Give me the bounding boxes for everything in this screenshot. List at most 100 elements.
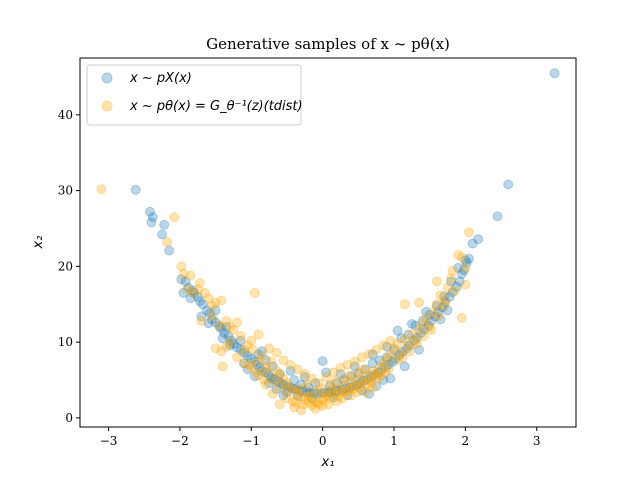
- data-point-series0-77: [409, 335, 419, 346]
- data-point-series1-46: [331, 384, 342, 395]
- data-point-series1-48: [339, 381, 350, 392]
- data-point-series0-164: [257, 346, 267, 357]
- data-point-series1-12: [214, 320, 225, 331]
- data-point-series1-137: [196, 315, 207, 326]
- data-point-series0-135: [292, 390, 303, 401]
- data-point-series0-122: [410, 320, 421, 331]
- data-point-series0-13: [194, 296, 205, 307]
- data-point-series0-149: [335, 369, 346, 379]
- data-point-series0-36: [266, 372, 277, 383]
- data-point-series1-53: [356, 378, 367, 389]
- x-tick-label: −2: [171, 434, 189, 448]
- data-point-series1-39: [306, 400, 317, 411]
- data-point-series0-119: [389, 344, 399, 355]
- data-point-series1-5: [182, 284, 193, 295]
- data-point-series0-29: [246, 353, 257, 364]
- data-point-series1-73: [428, 306, 439, 317]
- data-point-series0-42: [285, 382, 296, 393]
- data-point-series0-112: [339, 375, 350, 385]
- data-point-series0-9: [183, 282, 194, 293]
- data-point-series1-100: [346, 390, 357, 401]
- data-point-series0-98: [503, 179, 514, 190]
- data-point-series1-86: [431, 276, 442, 287]
- data-point-series0-81: [423, 320, 434, 331]
- data-point-series1-54: [360, 370, 371, 381]
- data-point-series1-8: [203, 293, 214, 304]
- data-point-series1-17: [235, 331, 246, 342]
- data-point-series0-1: [144, 206, 155, 217]
- data-point-series1-169: [311, 397, 322, 408]
- data-point-series0-93: [461, 257, 472, 268]
- data-point-series1-71: [421, 312, 432, 323]
- data-point-series0-153: [278, 390, 289, 401]
- data-point-series1-28: [266, 356, 277, 367]
- data-point-series1-101: [353, 367, 364, 378]
- data-point-series1-19: [221, 341, 232, 352]
- data-point-series1-121: [349, 356, 360, 367]
- legend: x ~ pX(x) x ~ pθ(x) = G_θ⁻¹(z)(tdist): [86, 64, 303, 126]
- data-point-series1-167: [297, 399, 308, 410]
- data-point-series1-106: [253, 370, 264, 381]
- data-point-series0-41: [282, 381, 292, 392]
- data-point-series1-70: [417, 319, 428, 329]
- data-point-series0-53: [323, 387, 334, 398]
- data-point-series1-125: [378, 340, 389, 351]
- data-point-series1-143: [323, 399, 334, 410]
- data-point-series1-0: [96, 184, 107, 195]
- data-point-series0-101: [253, 349, 264, 360]
- data-point-series1-110: [271, 347, 282, 358]
- data-point-series0-158: [446, 276, 457, 287]
- data-point-series0-166: [367, 349, 378, 360]
- data-point-series0-161: [210, 305, 221, 316]
- data-point-series1-91: [282, 393, 292, 404]
- data-point-series0-19: [214, 321, 225, 332]
- data-point-series0-45: [294, 385, 305, 396]
- data-point-series1-2: [162, 237, 173, 248]
- data-point-series1-56: [367, 365, 378, 376]
- data-point-series1-34: [289, 385, 300, 396]
- data-point-series0-108: [317, 356, 328, 367]
- data-point-series1-147: [351, 387, 362, 398]
- data-point-series1-149: [366, 378, 377, 389]
- legend-label-observed: x ~ pX(x): [129, 71, 192, 86]
- data-point-series1-92: [289, 402, 300, 413]
- data-point-series1-40: [310, 403, 321, 414]
- data-point-series1-77: [442, 282, 453, 293]
- data-point-series0-130: [203, 318, 214, 329]
- data-point-series1-18: [242, 340, 253, 351]
- data-point-series1-93: [296, 405, 307, 416]
- data-point-series0-21: [219, 328, 230, 338]
- data-point-series0-127: [442, 305, 453, 316]
- data-point-series0-105: [296, 379, 307, 390]
- data-point-series1-90: [274, 399, 285, 410]
- data-point-series1-44: [324, 393, 335, 404]
- data-point-series1-20: [216, 346, 227, 357]
- data-point-series0-64: [361, 374, 372, 385]
- x-tick-label: 2: [462, 434, 470, 448]
- data-point-series1-67: [406, 329, 417, 340]
- data-point-series1-7: [194, 278, 205, 288]
- data-point-series0-113: [346, 371, 357, 382]
- data-point-series1-162: [419, 331, 429, 342]
- data-point-series0-65: [366, 372, 377, 382]
- data-point-series0-111: [331, 378, 342, 389]
- data-point-series1-66: [403, 340, 414, 351]
- data-point-series0-73: [394, 350, 405, 360]
- data-point-series0-76: [404, 340, 415, 351]
- data-point-series1-26: [257, 350, 267, 361]
- data-point-series0-32: [254, 362, 265, 373]
- data-point-series1-31: [278, 373, 289, 384]
- data-point-series0-59: [344, 382, 355, 393]
- data-point-series1-173: [340, 387, 351, 398]
- data-point-series1-118: [328, 367, 339, 378]
- data-point-series0-116: [367, 358, 378, 369]
- data-point-series0-109: [321, 367, 332, 378]
- data-point-series0-95: [467, 238, 478, 249]
- data-point-series1-75: [435, 290, 446, 301]
- data-point-series1-140: [301, 379, 312, 390]
- data-point-series0-148: [299, 372, 310, 382]
- data-point-series1-49: [342, 385, 353, 396]
- data-point-series0-38: [273, 376, 284, 387]
- data-point-series0-100: [239, 358, 250, 369]
- data-point-series1-160: [404, 346, 415, 357]
